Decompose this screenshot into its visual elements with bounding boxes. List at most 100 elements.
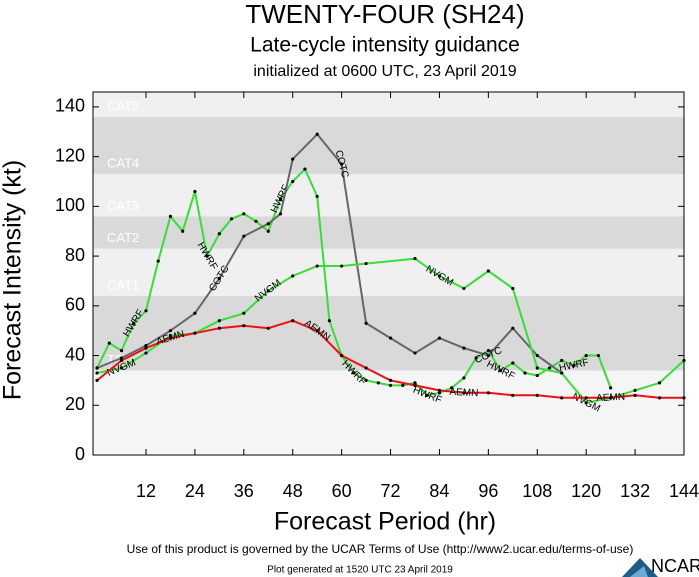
data-point (388, 383, 393, 387)
x-tick-label: 144 (669, 481, 699, 501)
data-point (144, 346, 148, 350)
data-point (437, 274, 442, 278)
data-point (168, 329, 173, 333)
data-point (340, 264, 344, 268)
chart-note: initialized at 0600 UTC, 23 April 2019 (253, 63, 516, 80)
x-tick-label: 84 (429, 481, 449, 501)
data-point (364, 366, 368, 370)
data-point (303, 167, 307, 171)
data-point (609, 396, 613, 400)
data-point (633, 388, 637, 392)
data-point (217, 276, 221, 281)
data-point (242, 324, 246, 328)
data-point (462, 391, 466, 395)
data-point (535, 353, 539, 358)
data-point (584, 353, 588, 358)
data-point (535, 393, 539, 397)
data-point (352, 371, 356, 375)
x-tick-label: 60 (332, 481, 352, 501)
data-point (278, 197, 283, 201)
data-point (437, 391, 442, 395)
data-point (364, 321, 368, 325)
x-tick-label: 24 (185, 481, 205, 501)
data-point (498, 368, 503, 373)
data-point (217, 319, 221, 323)
data-point (413, 381, 417, 385)
series-label: AEMN (596, 392, 625, 404)
data-point (596, 353, 601, 358)
data-point (462, 286, 466, 291)
data-point (193, 311, 197, 315)
data-point (266, 222, 270, 226)
logo: NCAR (622, 556, 699, 577)
data-point (95, 378, 99, 383)
x-tick-label: 120 (571, 481, 601, 501)
data-point (340, 353, 344, 358)
data-point (266, 289, 270, 293)
data-point (144, 309, 148, 313)
chart-title: TWENTY-FOUR (SH24) (245, 0, 524, 29)
data-point (535, 366, 539, 370)
x-tick-label: 12 (136, 481, 156, 501)
data-point (486, 391, 490, 395)
data-point (511, 286, 515, 291)
data-point (181, 229, 185, 233)
x-tick-label: 132 (620, 481, 650, 501)
data-point (511, 361, 515, 365)
data-point (95, 371, 99, 375)
band-label: CAT3 (107, 198, 139, 213)
x-tick-label: 96 (478, 481, 498, 501)
data-point (560, 358, 564, 363)
x-tick-label: 48 (283, 481, 303, 501)
data-point (107, 341, 111, 345)
x-tick-label: 108 (522, 481, 552, 501)
data-point (242, 311, 246, 315)
logo-text: NCAR (651, 556, 699, 576)
footer-generated: Plot generated at 1520 UTC 23 April 2019 (267, 565, 453, 576)
data-point (229, 217, 234, 221)
data-point (413, 256, 417, 261)
data-point (584, 396, 588, 400)
data-point (168, 336, 173, 340)
data-point (413, 351, 417, 355)
data-point (413, 383, 417, 387)
data-point (266, 326, 270, 330)
data-point (486, 269, 490, 273)
data-point (388, 378, 393, 383)
data-point (119, 366, 124, 370)
y-tick-label: 100 (55, 195, 85, 215)
data-point (315, 264, 319, 268)
data-point (560, 396, 564, 400)
data-point (144, 344, 148, 348)
data-point (560, 371, 564, 375)
y-tick-label: 60 (65, 295, 85, 315)
x-axis-label: Forecast Period (hr) (274, 508, 496, 536)
data-point (242, 234, 246, 238)
data-point (364, 378, 368, 383)
category-band (93, 174, 684, 217)
y-axis-label: Forecast Intensity (kt) (0, 160, 27, 400)
data-point (254, 219, 258, 223)
data-point (364, 261, 368, 266)
data-point (205, 254, 209, 258)
x-tick-label: 72 (381, 481, 401, 501)
data-point (291, 157, 295, 161)
chart-subtitle: Late-cycle intensity guidance (250, 34, 520, 57)
series-label: AEMN (449, 387, 478, 399)
data-point (95, 366, 99, 370)
band-label: CAT1 (107, 277, 139, 292)
data-point (340, 162, 344, 166)
data-point (388, 336, 393, 340)
data-point (437, 388, 442, 392)
data-point (584, 401, 588, 405)
data-point (462, 346, 466, 350)
data-point (315, 194, 319, 199)
band-label: CAT5 (107, 98, 139, 113)
data-point (462, 376, 466, 380)
data-point (278, 212, 283, 216)
y-tick-label: 0 (75, 444, 85, 464)
data-point (401, 383, 405, 387)
footer-terms: Use of this product is governed by the U… (127, 542, 634, 556)
y-tick-label: 80 (65, 245, 85, 265)
